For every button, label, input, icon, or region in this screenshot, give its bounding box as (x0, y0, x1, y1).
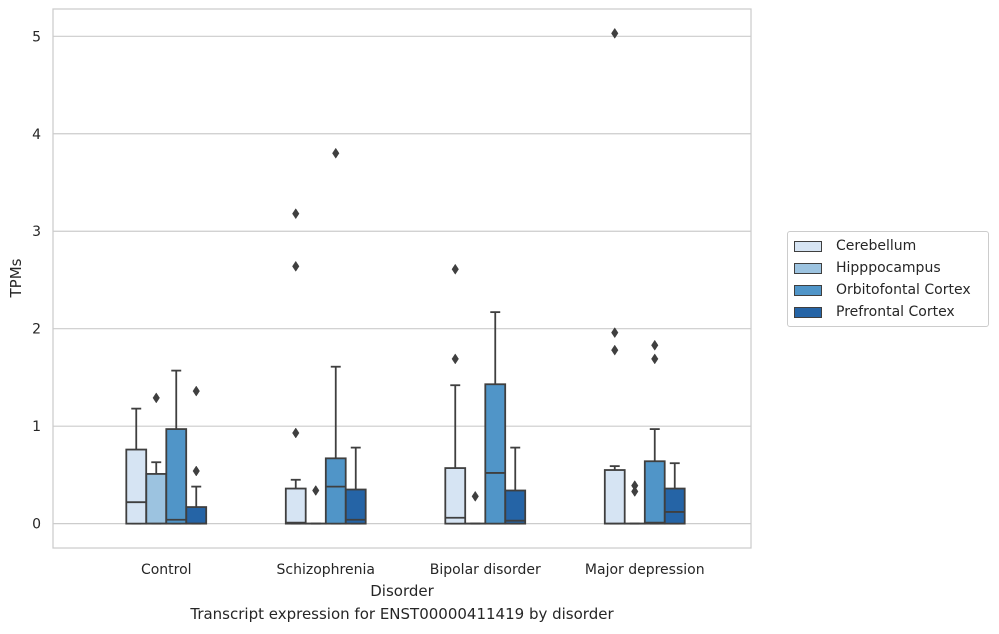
box-1-3 (344, 446, 367, 525)
x-tick-label: Bipolar disorder (430, 562, 541, 578)
outlier-point (192, 385, 200, 397)
y-tick-label: 3 (32, 224, 41, 240)
outlier-point (611, 327, 619, 339)
y-axis-label: TPMs (7, 258, 25, 298)
box-body (185, 506, 208, 525)
y-tick-labels: 0 1 2 3 4 5 (32, 29, 41, 532)
box-body (663, 487, 686, 525)
outlier-point (292, 208, 300, 220)
box-1-2 (324, 147, 347, 525)
x-axis-label: Disorder (370, 582, 434, 600)
outlier-point (611, 27, 619, 39)
box-0-1 (145, 392, 168, 525)
legend-item-hippocampus: Hipppocampus (794, 257, 941, 279)
outlier-point (651, 339, 659, 351)
legend-label-prefrontal-cortex: Prefrontal Cortex (836, 304, 955, 320)
outlier-point (152, 392, 160, 404)
outlier-point (451, 263, 459, 275)
box-body (504, 489, 527, 525)
legend-swatch-orbitofrontal-cortex (794, 284, 822, 296)
outlier-point (312, 485, 320, 496)
box-2-3 (504, 446, 527, 525)
x-tick-label: Control (141, 562, 192, 578)
x-tick-label: Major depression (585, 562, 705, 578)
legend-swatch-prefrontal-cortex (794, 306, 822, 318)
outlier-point (451, 353, 459, 365)
box-2-1 (464, 490, 487, 525)
legend-item-orbitofrontal-cortex: Orbitofontal Cortex (794, 279, 971, 301)
box-body (484, 383, 507, 525)
box-2-0 (444, 263, 467, 525)
y-tick-label: 5 (32, 29, 41, 45)
box-3-0 (603, 27, 626, 525)
box-body (125, 448, 148, 525)
legend-swatch-cerebellum (794, 240, 822, 252)
legend: Cerebellum Hipppocampus Orbitofontal Cor… (787, 231, 989, 327)
legend-item-cerebellum: Cerebellum (794, 235, 916, 257)
legend-label-hippocampus: Hipppocampus (836, 260, 941, 276)
legend-item-prefrontal-cortex: Prefrontal Cortex (794, 301, 955, 323)
box-1-1 (304, 485, 327, 525)
y-tick-label: 4 (32, 127, 41, 143)
box-1-0 (284, 208, 307, 525)
box-body (145, 473, 168, 525)
y-tick-label: 0 (32, 517, 41, 533)
box-0-3 (185, 385, 208, 525)
outlier-point (611, 344, 619, 356)
box-body (344, 488, 367, 525)
box-3-1 (623, 480, 646, 525)
legend-label-cerebellum: Cerebellum (836, 238, 917, 254)
box-body (603, 469, 626, 525)
outlier-point (651, 353, 659, 365)
legend-label-orbitofrontal-cortex: Orbitofontal Cortex (836, 282, 971, 298)
outlier-point (471, 490, 479, 502)
box-body (284, 487, 307, 525)
outlier-point (631, 486, 639, 497)
y-tick-label: 2 (32, 322, 41, 338)
y-tick-label: 1 (32, 419, 41, 435)
boxes (125, 27, 686, 525)
outlier-point (192, 465, 200, 477)
legend-swatch-hippocampus (794, 262, 822, 274)
x-tick-label: Schizophrenia (277, 562, 375, 578)
figure-caption: Transcript expression for ENST0000041141… (190, 605, 614, 623)
box-body (165, 428, 188, 525)
outlier-point (631, 480, 639, 492)
box-3-2 (643, 339, 666, 525)
box-2-2 (484, 311, 507, 525)
x-tick-labels: Control Schizophrenia Bipolar disorder Majo… (141, 562, 705, 578)
outlier-point (292, 260, 300, 272)
outlier-point (292, 427, 300, 439)
box-body (643, 460, 666, 525)
box-body (444, 467, 467, 525)
box-body (324, 457, 347, 525)
plot-frame (52, 8, 752, 549)
grid-lines (53, 35, 751, 525)
outlier-point (332, 147, 340, 159)
box-0-2 (165, 369, 188, 525)
box-3-3 (663, 462, 686, 525)
